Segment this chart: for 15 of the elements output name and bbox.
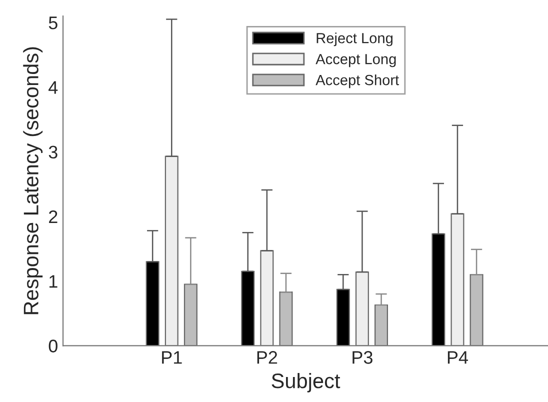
y-tick-label: 0 (48, 340, 58, 352)
y-tick-label: 2 (49, 210, 58, 223)
x-tick-label: P2 (257, 351, 278, 364)
y-tick-label: 4 (48, 81, 58, 94)
y-axis-title: Response Latency (seconds) (23, 47, 43, 314)
x-tick-label: P1 (162, 351, 182, 364)
legend-label: Accept Long (316, 54, 396, 68)
legend-label: Reject Long (316, 32, 392, 46)
y-tick-label: 5 (48, 16, 58, 30)
legend-label: Accept Short (316, 74, 399, 88)
y-tick-label: 1 (49, 275, 58, 288)
x-tick-label: P4 (448, 351, 468, 364)
x-tick-label: P3 (352, 351, 372, 364)
x-axis-title: Subject (272, 372, 340, 392)
y-tick-label: 3 (48, 146, 58, 159)
